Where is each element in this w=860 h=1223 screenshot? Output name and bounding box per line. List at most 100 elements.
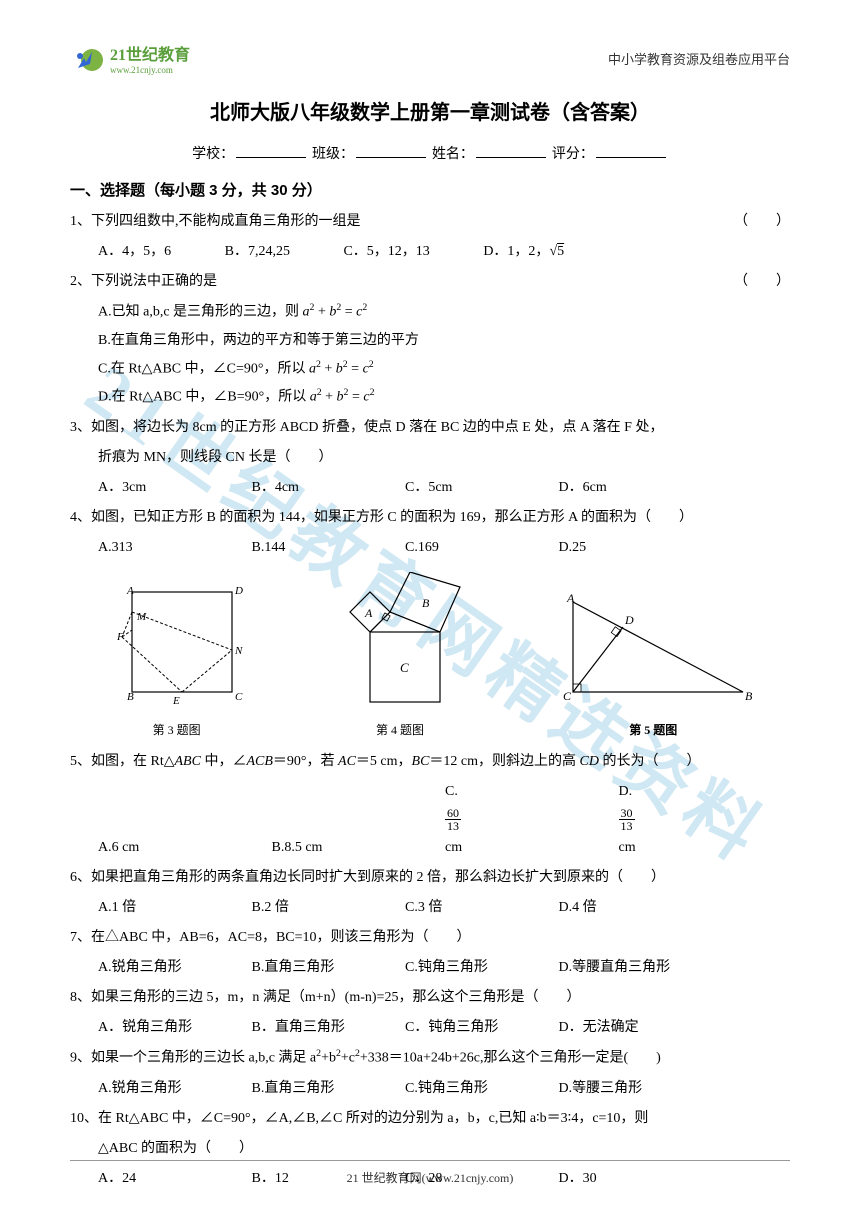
page-title: 北师大版八年级数学上册第一章测试卷（含答案） bbox=[70, 96, 790, 125]
page-content: 21世纪教育 www.21cnjy.com 中小学教育资源及组卷应用平台 北师大… bbox=[0, 0, 860, 1223]
q3-optC[interactable]: C．5cm bbox=[405, 474, 555, 502]
q2-paren: （ ） bbox=[734, 268, 790, 296]
q10-optB[interactable]: B．12 bbox=[252, 1165, 402, 1193]
q10-optC[interactable]: C．28 bbox=[405, 1165, 555, 1193]
q5-optA[interactable]: A.6 cm bbox=[98, 834, 218, 862]
header: 21世纪教育 www.21cnjy.com 中小学教育资源及组卷应用平台 bbox=[70, 40, 790, 76]
svg-text:A: A bbox=[364, 606, 373, 620]
q9-options: A.锐角三角形 B.直角三角形 C.钝角三角形 D.等腰三角形 bbox=[70, 1075, 790, 1103]
q4-optB[interactable]: B.144 bbox=[252, 534, 402, 562]
q1-text: 1、下列四组数中,不能构成直角三角形的一组是 bbox=[70, 208, 734, 236]
question-2: 2、下列说法中正确的是 （ ） bbox=[70, 268, 790, 296]
question-7: 7、在△ABC 中，AB=6，AC=8，BC=10，则该三角形为（ ） bbox=[70, 924, 790, 952]
question-8: 8、如果三角形的三边 5，m，n 满足（m+n）(m-n)=25，那么这个三角形… bbox=[70, 984, 790, 1012]
svg-text:B: B bbox=[422, 596, 430, 610]
q8-optA[interactable]: A．锐角三角形 bbox=[98, 1014, 248, 1042]
q8-options: A．锐角三角形 B．直角三角形 C．钝角三角形 D．无法确定 bbox=[70, 1014, 790, 1042]
q7-optC[interactable]: C.钝角三角形 bbox=[405, 954, 555, 982]
q8-optC[interactable]: C．钝角三角形 bbox=[405, 1014, 555, 1042]
figure-5: A C B D 第 5 题图 bbox=[553, 592, 753, 738]
question-9: 9、如果一个三角形的三边长 a,b,c 满足 a2+b2+c2+338＝10a+… bbox=[70, 1044, 790, 1073]
q5-optD[interactable]: D.3013 cm bbox=[619, 778, 739, 862]
score-label: 评分： bbox=[552, 145, 594, 161]
class-blank[interactable] bbox=[356, 157, 426, 158]
fig4-caption: 第 4 题图 bbox=[320, 721, 480, 738]
question-1: 1、下列四组数中,不能构成直角三角形的一组是 （ ） bbox=[70, 208, 790, 236]
logo-text: 21世纪教育 www.21cnjy.com bbox=[110, 41, 190, 75]
q10-optA[interactable]: A．24 bbox=[98, 1165, 248, 1193]
q2-optD[interactable]: D.在 Rt△ABC 中，∠B=90°，所以 a2 + b2 = c2 bbox=[70, 383, 790, 412]
q3-text2: 折痕为 MN，则线段 CN 长是（ ） bbox=[70, 444, 790, 472]
svg-text:C: C bbox=[400, 660, 409, 675]
q2-optA[interactable]: A.已知 a,b,c 是三角形的三边，则 a2 + b2 = c2 bbox=[70, 298, 790, 327]
school-label: 学校： bbox=[192, 145, 234, 161]
svg-text:D: D bbox=[624, 613, 634, 627]
svg-text:C: C bbox=[563, 689, 572, 703]
q6-optA[interactable]: A.1 倍 bbox=[98, 894, 248, 922]
figure-3: A D B C M N F E 第 3 题图 bbox=[107, 582, 247, 738]
q1-options: A．4，5，6 B．7,24,25 C．5，12，13 D．1，2，√5 bbox=[70, 238, 790, 266]
header-right-text: 中小学教育资源及组卷应用平台 bbox=[608, 49, 790, 68]
q4-optD[interactable]: D.25 bbox=[559, 534, 709, 562]
svg-text:B: B bbox=[127, 691, 134, 703]
q1-optB[interactable]: B．7,24,25 bbox=[225, 238, 290, 266]
q7-options: A.锐角三角形 B.直角三角形 C.钝角三角形 D.等腰直角三角形 bbox=[70, 954, 790, 982]
logo: 21世纪教育 www.21cnjy.com bbox=[70, 40, 190, 76]
logo-sub-text: www.21cnjy.com bbox=[110, 65, 190, 75]
q3-optA[interactable]: A．3cm bbox=[98, 474, 248, 502]
q3-optB[interactable]: B．4cm bbox=[252, 474, 402, 502]
q1-optC[interactable]: C．5，12，13 bbox=[343, 238, 429, 266]
svg-text:A: A bbox=[566, 592, 575, 605]
question-6: 6、如果把直角三角形的两条直角边长同时扩大到原来的 2 倍，那么斜边长扩大到原来… bbox=[70, 864, 790, 892]
svg-text:C: C bbox=[235, 691, 243, 703]
q4-optC[interactable]: C.169 bbox=[405, 534, 555, 562]
q7-optD[interactable]: D.等腰直角三角形 bbox=[559, 954, 709, 982]
name-blank[interactable] bbox=[476, 157, 546, 158]
figure-4: C A B 第 4 题图 bbox=[320, 572, 480, 738]
fig3-caption: 第 3 题图 bbox=[107, 721, 247, 738]
q8-optB[interactable]: B．直角三角形 bbox=[252, 1014, 402, 1042]
svg-text:M: M bbox=[136, 611, 147, 623]
q7-optA[interactable]: A.锐角三角形 bbox=[98, 954, 248, 982]
question-3: 3、如图，将边长为 8cm 的正方形 ABCD 折叠，使点 D 落在 BC 边的… bbox=[70, 414, 790, 442]
question-4: 4、如图，已知正方形 B 的面积为 144，如果正方形 C 的面积为 169，那… bbox=[70, 504, 790, 532]
svg-text:N: N bbox=[234, 645, 243, 657]
q2-text: 2、下列说法中正确的是 bbox=[70, 268, 734, 296]
q6-optB[interactable]: B.2 倍 bbox=[252, 894, 402, 922]
logo-icon bbox=[70, 40, 106, 76]
q9-optB[interactable]: B.直角三角形 bbox=[252, 1075, 402, 1103]
q9-optC[interactable]: C.钝角三角形 bbox=[405, 1075, 555, 1103]
q3-optD[interactable]: D．6cm bbox=[559, 474, 709, 502]
q10-text2: △ABC 的面积为（ ） bbox=[70, 1135, 790, 1163]
svg-text:B: B bbox=[745, 689, 753, 703]
q10-optD[interactable]: D．30 bbox=[559, 1165, 709, 1193]
q3-options: A．3cm B．4cm C．5cm D．6cm bbox=[70, 474, 790, 502]
q5-optB[interactable]: B.8.5 cm bbox=[272, 834, 392, 862]
svg-text:E: E bbox=[172, 695, 180, 707]
q1-optA[interactable]: A．4，5，6 bbox=[98, 238, 171, 266]
logo-main-text: 21世纪教育 bbox=[110, 41, 190, 65]
q8-optD[interactable]: D．无法确定 bbox=[559, 1014, 709, 1042]
info-line: 学校： 班级： 姓名： 评分： bbox=[70, 143, 790, 163]
q5-options: A.6 cm B.8.5 cm C.6013 cm D.3013 cm bbox=[70, 778, 790, 862]
q5-optC[interactable]: C.6013 cm bbox=[445, 778, 565, 862]
question-10: 10、在 Rt△ABC 中，∠C=90°，∠A,∠B,∠C 所对的边分别为 a，… bbox=[70, 1105, 790, 1133]
svg-text:A: A bbox=[126, 585, 134, 597]
name-label: 姓名： bbox=[432, 145, 474, 161]
q1-optD[interactable]: D．1，2，√5 bbox=[483, 238, 664, 266]
svg-text:D: D bbox=[234, 585, 243, 597]
q9-optD[interactable]: D.等腰三角形 bbox=[559, 1075, 709, 1103]
q4-optA[interactable]: A.313 bbox=[98, 534, 248, 562]
fig5-caption: 第 5 题图 bbox=[553, 721, 753, 738]
q2-optB[interactable]: B.在直角三角形中，两边的平方和等于第三边的平方 bbox=[70, 327, 790, 355]
q7-optB[interactable]: B.直角三角形 bbox=[252, 954, 402, 982]
q6-options: A.1 倍 B.2 倍 C.3 倍 D.4 倍 bbox=[70, 894, 790, 922]
class-label: 班级： bbox=[312, 145, 354, 161]
q9-optA[interactable]: A.锐角三角形 bbox=[98, 1075, 248, 1103]
q6-optC[interactable]: C.3 倍 bbox=[405, 894, 555, 922]
score-blank[interactable] bbox=[596, 157, 666, 158]
q2-optC[interactable]: C.在 Rt△ABC 中，∠C=90°，所以 a2 + b2 = c2 bbox=[70, 355, 790, 384]
school-blank[interactable] bbox=[236, 157, 306, 158]
q6-optD[interactable]: D.4 倍 bbox=[559, 894, 709, 922]
q1-paren: （ ） bbox=[734, 208, 790, 236]
